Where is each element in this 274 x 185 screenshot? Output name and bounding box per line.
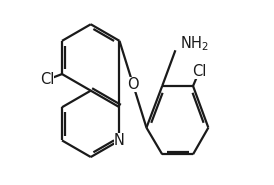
Text: Cl: Cl	[40, 72, 54, 87]
Text: NH$_2$: NH$_2$	[180, 34, 209, 53]
Text: N: N	[114, 133, 125, 148]
Text: O: O	[127, 77, 139, 92]
Text: Cl: Cl	[192, 64, 207, 79]
